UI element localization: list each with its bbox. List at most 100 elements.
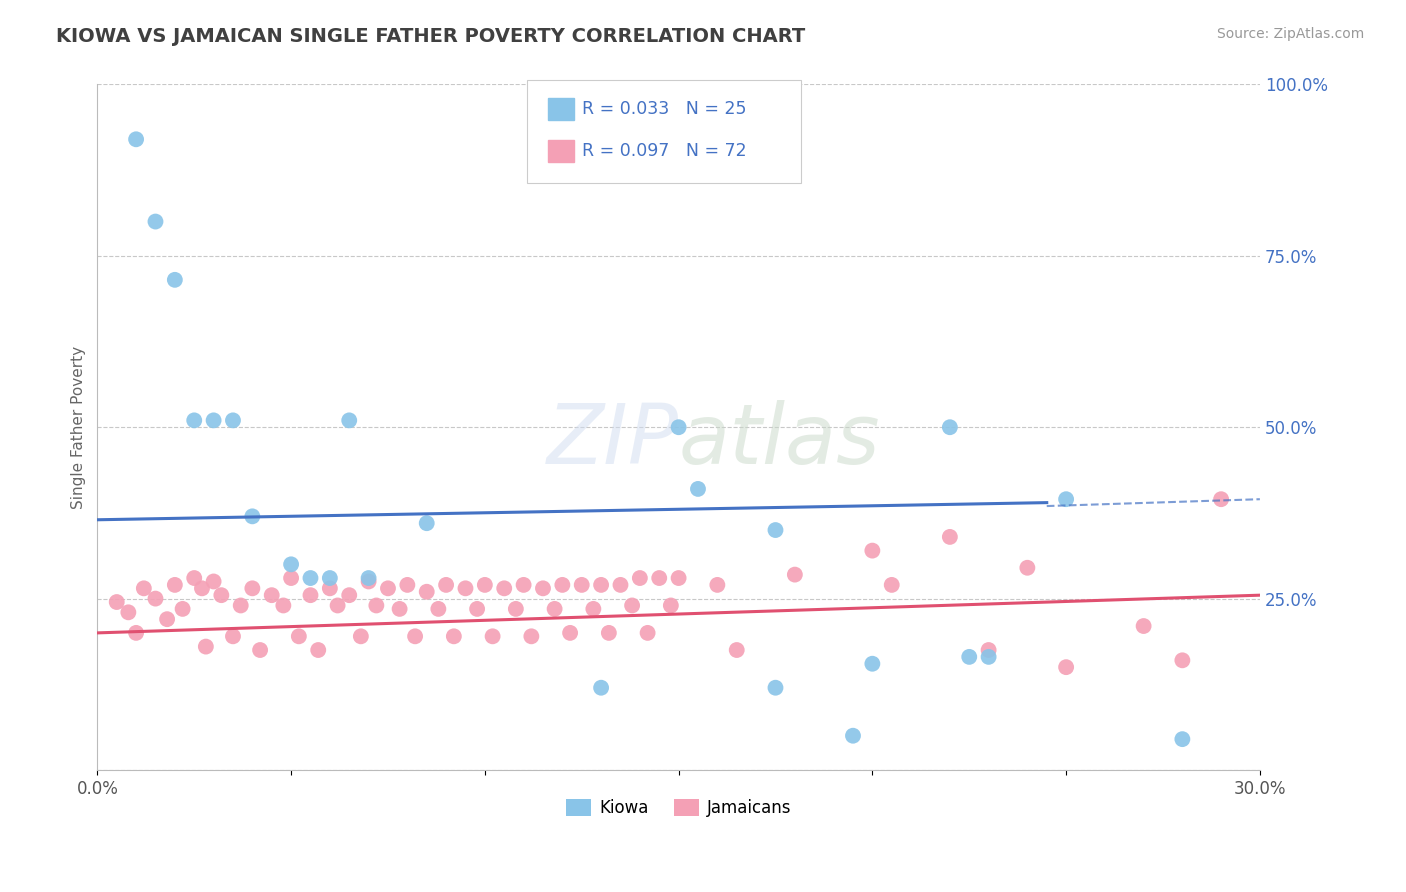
Point [1211, 492, 1233, 507]
Point [543, 602, 565, 616]
Point [249, 643, 271, 657]
Point [240, 509, 263, 524]
Point [706, 578, 728, 592]
Point [531, 582, 554, 596]
Point [668, 420, 690, 434]
Point [686, 482, 709, 496]
Y-axis label: Single Father Poverty: Single Father Poverty [72, 346, 86, 508]
Point [125, 132, 148, 146]
Point [977, 643, 1000, 657]
Point [337, 588, 360, 602]
Point [280, 558, 302, 572]
Point [668, 571, 690, 585]
Point [396, 578, 419, 592]
Point [520, 629, 543, 643]
Point [183, 413, 205, 427]
Point [377, 582, 399, 596]
Point [443, 629, 465, 643]
Point [273, 599, 295, 613]
Text: ZIP: ZIP [547, 401, 679, 482]
Point [145, 214, 167, 228]
Point [307, 643, 329, 657]
Point [939, 530, 962, 544]
Point [465, 602, 488, 616]
Text: R = 0.033   N = 25: R = 0.033 N = 25 [582, 100, 747, 119]
Point [591, 681, 613, 695]
Point [860, 543, 883, 558]
Point [591, 578, 613, 592]
Point [105, 595, 128, 609]
Point [260, 588, 283, 602]
Point [117, 605, 139, 619]
Point [1132, 619, 1154, 633]
Point [880, 578, 903, 592]
Text: KIOWA VS JAMAICAN SINGLE FATHER POVERTY CORRELATION CHART: KIOWA VS JAMAICAN SINGLE FATHER POVERTY … [56, 27, 806, 45]
Point [659, 599, 682, 613]
Point [240, 582, 263, 596]
Point [609, 578, 631, 592]
Point [571, 578, 593, 592]
Point [416, 516, 439, 531]
Point [357, 571, 380, 585]
Point [427, 602, 450, 616]
Point [860, 657, 883, 671]
Point [481, 629, 503, 643]
Point [350, 629, 373, 643]
Point [1054, 492, 1077, 507]
Point [191, 582, 214, 596]
Point [202, 413, 225, 427]
Point [194, 640, 217, 654]
Point [222, 629, 245, 643]
Point [765, 681, 787, 695]
Point [209, 588, 232, 602]
Point [163, 578, 186, 592]
Point [222, 413, 245, 427]
Point [319, 571, 342, 585]
Point [648, 571, 671, 585]
Point [326, 599, 349, 613]
Point [765, 523, 787, 537]
Point [288, 629, 311, 643]
Point [280, 571, 302, 585]
Point [319, 582, 342, 596]
Point [505, 602, 527, 616]
Point [337, 413, 360, 427]
Point [145, 591, 167, 606]
Point [183, 571, 205, 585]
Point [132, 582, 155, 596]
Text: atlas: atlas [679, 401, 880, 482]
Point [202, 574, 225, 589]
Point [939, 420, 962, 434]
Point [434, 578, 457, 592]
Point [1171, 653, 1194, 667]
Point [299, 571, 322, 585]
Point [1054, 660, 1077, 674]
Point [582, 602, 605, 616]
Text: Source: ZipAtlas.com: Source: ZipAtlas.com [1216, 27, 1364, 41]
Point [388, 602, 411, 616]
Point [156, 612, 179, 626]
Point [404, 629, 426, 643]
Point [416, 584, 439, 599]
Point [125, 626, 148, 640]
Text: R = 0.097   N = 72: R = 0.097 N = 72 [582, 142, 747, 161]
Point [783, 567, 806, 582]
Point [163, 273, 186, 287]
Point [299, 588, 322, 602]
Point [957, 649, 980, 664]
Point [1017, 561, 1039, 575]
Point [598, 626, 620, 640]
Point [977, 649, 1000, 664]
Point [172, 602, 194, 616]
Point [366, 599, 388, 613]
Point [621, 599, 644, 613]
Point [474, 578, 496, 592]
Point [637, 626, 659, 640]
Point [229, 599, 252, 613]
Point [725, 643, 748, 657]
Point [842, 729, 865, 743]
Point [628, 571, 651, 585]
Point [551, 578, 574, 592]
Point [494, 582, 516, 596]
Point [1171, 732, 1194, 747]
